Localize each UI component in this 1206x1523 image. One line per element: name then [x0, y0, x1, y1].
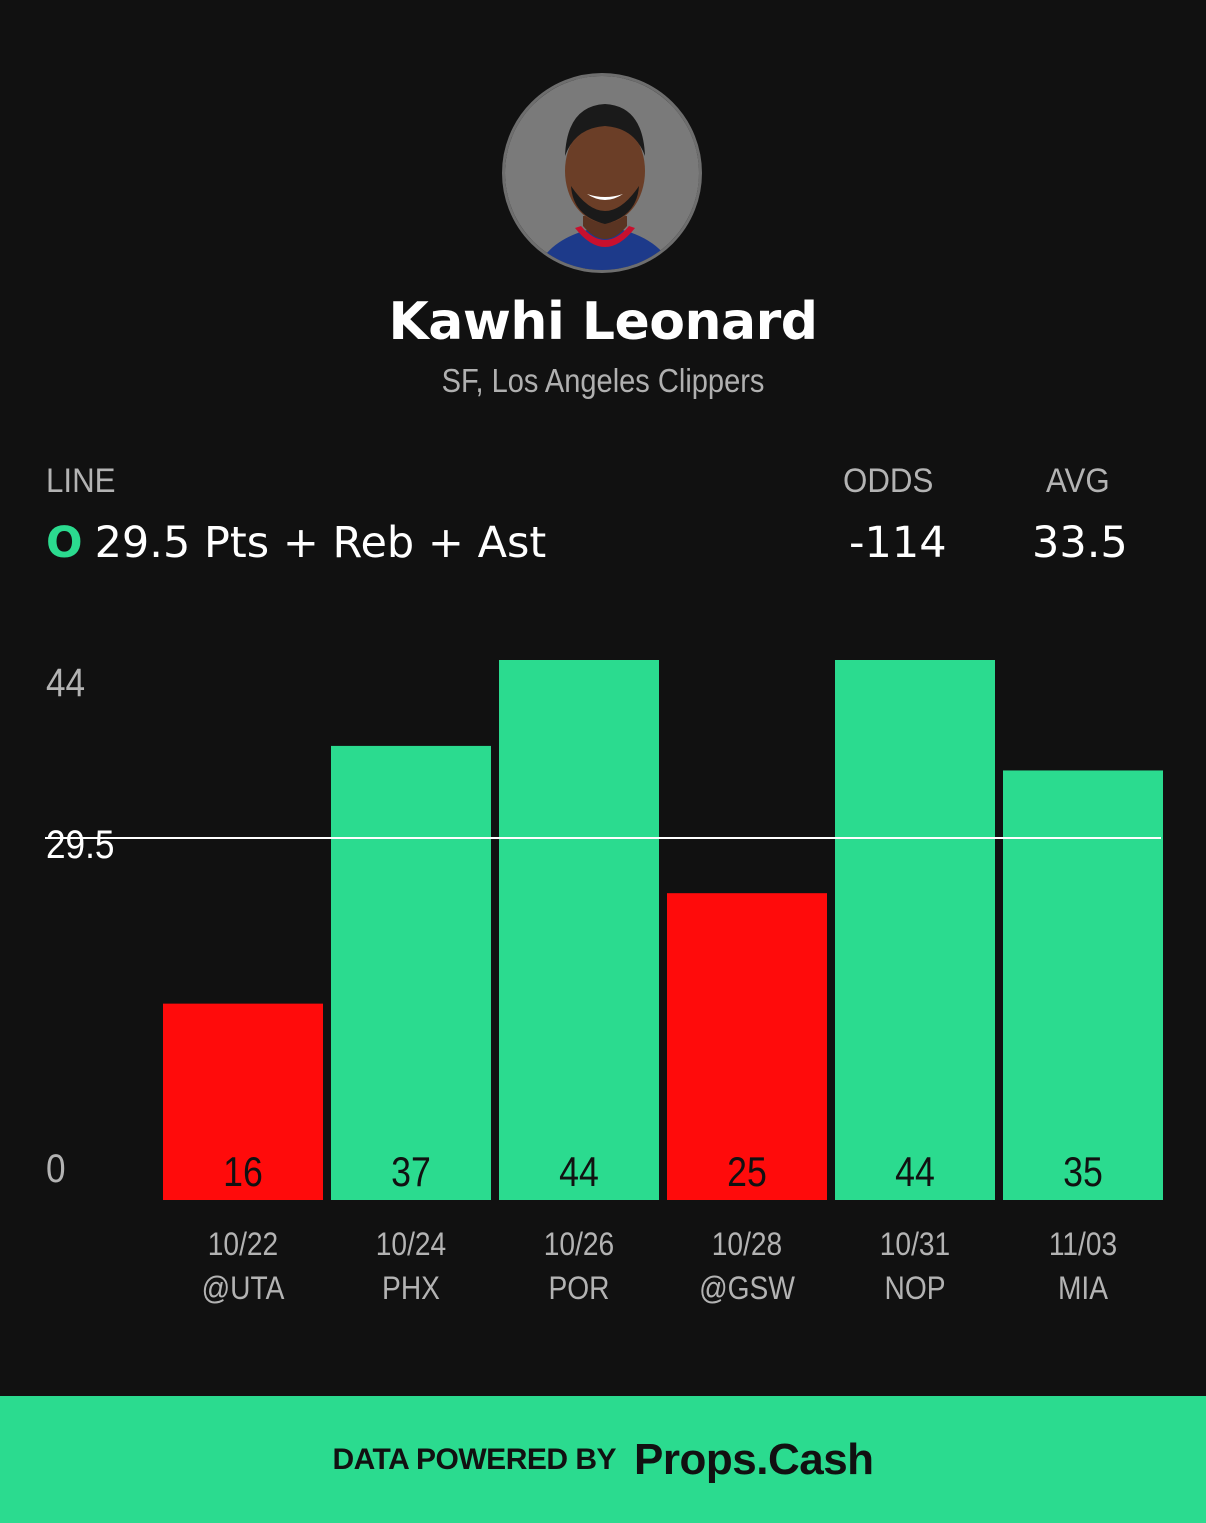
y-tick-label: 29.5 [46, 822, 114, 867]
odds-value: -114 [849, 518, 947, 568]
x-tick-opponent: @UTA [202, 1271, 286, 1306]
x-tick-opponent: POR [549, 1271, 610, 1306]
bar [667, 893, 827, 1200]
avg-label: AVG [1046, 462, 1110, 500]
line-value: 29.5 Pts + Reb + Ast [94, 518, 547, 568]
bar [163, 1003, 323, 1200]
bar-value-label: 35 [1063, 1149, 1103, 1195]
player-avatar [502, 73, 702, 273]
over-marker: O [46, 518, 83, 568]
line-label: LINE [46, 462, 116, 500]
x-tick-opponent: @GSW [699, 1271, 795, 1306]
player-position-team: SF, Los Angeles Clippers [441, 362, 765, 399]
bar [499, 660, 659, 1200]
x-tick-opponent: NOP [885, 1271, 946, 1306]
bar-value-label: 44 [895, 1149, 935, 1195]
x-tick-date: 10/28 [712, 1227, 782, 1262]
x-tick-date: 10/24 [376, 1227, 446, 1262]
x-tick-date: 10/26 [544, 1227, 614, 1262]
footer-prefix: DATA POWERED BY [332, 1442, 617, 1476]
x-tick-date: 11/03 [1049, 1227, 1117, 1262]
x-tick-date: 10/31 [880, 1227, 950, 1262]
y-tick-label: 0 [46, 1146, 66, 1191]
points-bar-chart: 44 29.5 0 16 10/22 @UTA 37 10/24 PHX 44 10/26 POR 25… [45, 660, 1163, 1306]
x-tick-date: 10/22 [208, 1227, 278, 1262]
bar-value-label: 16 [223, 1149, 263, 1195]
bar [1003, 770, 1163, 1200]
x-tick-opponent: MIA [1058, 1271, 1109, 1306]
bar-value-label: 37 [391, 1149, 431, 1195]
bar [835, 660, 995, 1200]
odds-label: ODDS [843, 462, 934, 500]
footer-brand: Props.Cash [634, 1434, 874, 1484]
x-tick-opponent: PHX [382, 1271, 440, 1306]
y-tick-label: 44 [46, 660, 85, 705]
footer-banner: DATA POWERED BY Props.Cash [0, 1396, 1206, 1523]
bar-value-label: 44 [559, 1149, 599, 1195]
player-name: Kawhi Leonard [388, 292, 818, 352]
bar-value-label: 25 [727, 1149, 767, 1195]
avg-value: 33.5 [1032, 518, 1128, 568]
line-value-row: O 29.5 Pts + Reb + Ast [46, 518, 546, 568]
bar [331, 745, 491, 1200]
